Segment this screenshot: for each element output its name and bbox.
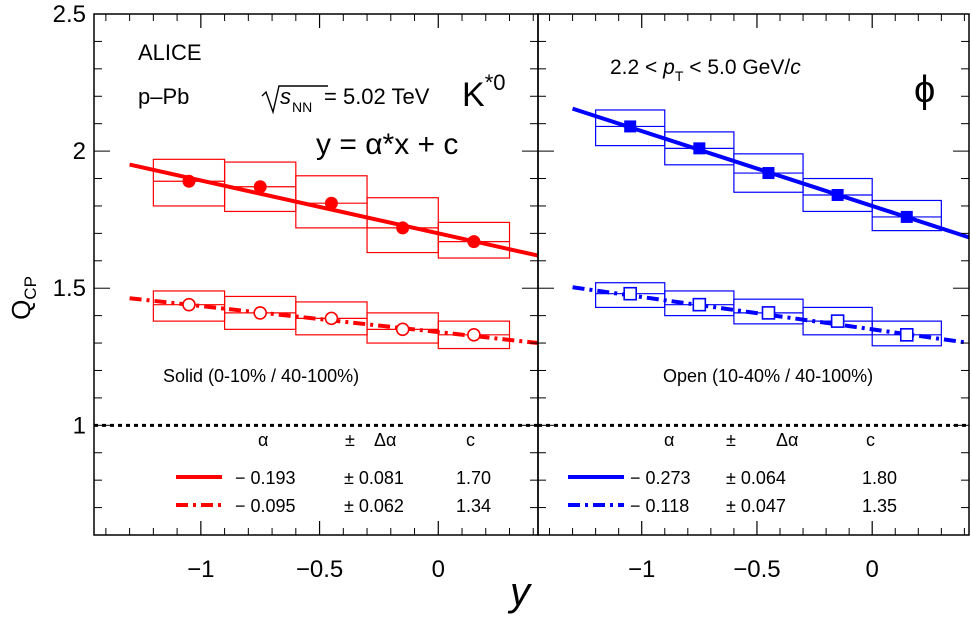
right-series-0-point: [762, 167, 775, 180]
left-series-0-point: [467, 235, 481, 249]
left-series-0-sys-box: [437, 221, 511, 259]
right-series-1-point: [830, 314, 845, 328]
left-x-tick-label: 0: [432, 556, 445, 583]
right-x-tick-label: 0: [866, 556, 879, 583]
left-series-0-point: [324, 196, 338, 210]
legend-left-dash-dalpha: ± 0.062: [344, 496, 404, 516]
legend-right-dash-c: 1.35: [862, 496, 897, 516]
left-series-1-point: [182, 297, 196, 312]
y-tick-label: 2.5: [53, 1, 86, 28]
legend-right-alpha-header: α: [664, 430, 674, 450]
particle-kstar-label: K*0: [462, 70, 505, 114]
particle-phi-label: ϕ: [914, 69, 935, 111]
left-series-0-point: [396, 221, 410, 235]
right-x-tick-label: −0.5: [733, 556, 780, 583]
legend-right-solid-dalpha: ± 0.064: [726, 468, 786, 488]
pt-range-label: 2.2 < pT < 5.0 GeV/c: [610, 56, 801, 84]
right-series-0-sys-box: [871, 199, 942, 232]
right-series-1-sys-box: [871, 320, 942, 347]
right-series-0-point: [693, 142, 706, 155]
left-x-tick-label: −1: [187, 556, 214, 583]
legend-right-pm-header: ±: [726, 430, 736, 450]
sqrt-snn-symbol: s NN: [261, 84, 328, 115]
right-series-0-point: [624, 120, 637, 133]
y-tick-label: 2: [73, 138, 86, 165]
right-series-0-point: [900, 210, 913, 223]
fit-equation: y = α*x + c: [316, 128, 458, 161]
legend-right-dash-dalpha: ± 0.047: [726, 496, 786, 516]
svg-text:NN: NN: [292, 99, 312, 115]
legend-right-dash-alpha: − 0.118: [630, 496, 689, 516]
left-x-tick-label: −0.5: [296, 556, 343, 583]
left-series-1-point: [395, 322, 410, 337]
system-label: p–Pb: [138, 84, 189, 109]
legend-left-pm-header: ±: [345, 430, 355, 450]
legend-left-solid-dalpha: ± 0.081: [344, 468, 404, 488]
left-series-0-point: [253, 180, 267, 194]
y-tick-label: 1.5: [53, 275, 86, 302]
svg-text:s: s: [280, 84, 291, 109]
right-x-tick-label: −1: [628, 556, 655, 583]
experiment-label: ALICE: [138, 40, 202, 65]
legend-left-dalpha-header: Δα: [374, 430, 396, 450]
legend-right-c-header: c: [866, 430, 875, 450]
right-series-0-sys-box: [595, 109, 666, 147]
right-class-note: Open (10-40% / 40-100%): [663, 366, 873, 386]
right-panel-frame: [537, 13, 970, 536]
y-tick-label: 1: [73, 412, 86, 439]
legend-left-alpha-header: α: [258, 430, 268, 450]
right-series-1-point: [761, 306, 776, 320]
legend-left-c-header: c: [466, 430, 475, 450]
right-series-1-point: [899, 328, 914, 342]
legend-left-solid-c: 1.70: [456, 468, 491, 488]
left-series-1-point: [467, 328, 481, 342]
energy-label: = 5.02 TeV: [324, 84, 430, 109]
left-class-note: Solid (0-10% / 40-100%): [163, 366, 359, 386]
right-series-1-point: [623, 286, 637, 301]
legend-left-solid-alpha: − 0.193: [235, 468, 296, 488]
legend-left-dash-c: 1.34: [456, 496, 491, 516]
y-axis-label: QCP: [6, 276, 40, 320]
legend-right-solid-c: 1.80: [862, 468, 897, 488]
legend-right-solid-alpha: − 0.273: [630, 468, 691, 488]
left-series-1-point: [253, 306, 268, 320]
legend-left-dash-alpha: − 0.095: [235, 496, 296, 516]
right-series-1-point: [692, 297, 707, 312]
legend-right-dalpha-header: Δα: [776, 430, 798, 450]
right-series-0-point: [831, 188, 844, 201]
x-axis-label: y: [507, 570, 533, 614]
left-series-1-point: [324, 311, 339, 326]
left-series-0-point: [182, 174, 196, 188]
